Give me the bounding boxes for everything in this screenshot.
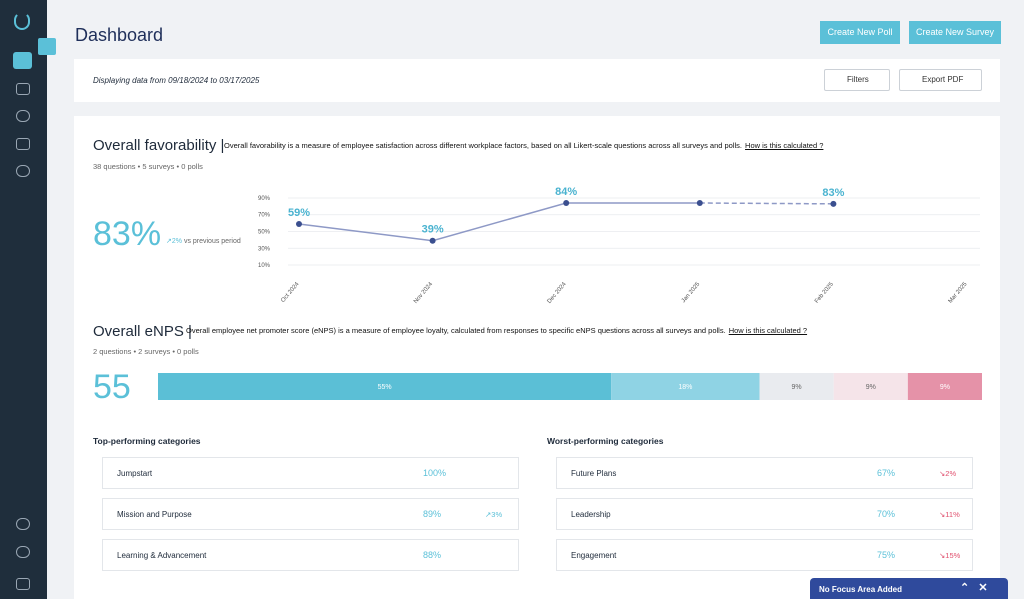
section-title: Overall eNPS | xyxy=(93,323,192,340)
x-tick-label: Jan 2025 xyxy=(681,281,702,304)
x-tick-label: Dec 2024 xyxy=(547,281,569,305)
meta: 38 questions • 5 surveys • 0 polls xyxy=(93,162,203,171)
help-link[interactable]: How is this calculated ? xyxy=(745,141,824,150)
x-tick-label: Mar 2025 xyxy=(948,281,969,305)
date-range: Displaying data from 09/18/2024 to 03/17… xyxy=(93,76,260,85)
nav-icon[interactable] xyxy=(16,165,30,177)
y-tick-label: 70% xyxy=(258,213,271,219)
category-change: ↘11% xyxy=(939,510,960,519)
page-title: Dashboard xyxy=(75,25,164,45)
nav-profile[interactable] xyxy=(16,518,30,530)
export-button[interactable]: Export PDF xyxy=(899,69,982,91)
category-name: Engagement xyxy=(571,551,617,560)
category-change: ↘15% xyxy=(939,551,961,560)
change: ↗2% vs previous period xyxy=(166,237,241,245)
logo xyxy=(14,12,30,30)
segment-label: 9% xyxy=(792,384,802,391)
category-row[interactable]: Leadership 70% ↘11% xyxy=(556,498,973,530)
filters-button[interactable]: Filters xyxy=(824,69,890,91)
main-card xyxy=(74,116,1000,599)
nav-icon[interactable] xyxy=(16,83,30,95)
x-tick-label: Oct 2024 xyxy=(280,281,301,304)
value-label: 59% xyxy=(288,207,310,219)
category-row[interactable]: Mission and Purpose 89% ↗3% xyxy=(102,498,519,530)
category-change: ↗3% xyxy=(485,510,503,519)
line xyxy=(298,202,700,242)
nav-logout[interactable] xyxy=(16,578,30,590)
value-label: 39% xyxy=(422,224,444,236)
bar-segment xyxy=(611,373,760,400)
category-row[interactable]: Engagement 75% ↘15% xyxy=(556,539,973,571)
line xyxy=(699,202,834,205)
category-name: Mission and Purpose xyxy=(117,510,192,519)
section-heading: Top-performing categories xyxy=(93,436,201,446)
bar-segment xyxy=(833,373,908,400)
bar-segment xyxy=(907,373,982,400)
category-name: Jumpstart xyxy=(117,469,153,478)
x-tick-label: Feb 2025 xyxy=(814,281,835,305)
score: 83% xyxy=(93,215,162,253)
create-poll-button[interactable]: Create New Poll xyxy=(820,21,900,44)
point xyxy=(696,200,703,207)
help-link[interactable]: How is this calculated ? xyxy=(728,326,808,335)
collapse-toggle[interactable] xyxy=(38,38,56,55)
category-value: 100% xyxy=(423,468,447,478)
category-name: Future Plans xyxy=(571,469,617,478)
nav-icon[interactable] xyxy=(16,110,30,122)
category-name: Learning & Advancement xyxy=(117,551,207,560)
nav-settings[interactable] xyxy=(16,546,30,558)
nav-icon[interactable] xyxy=(16,138,30,150)
create-survey-button[interactable]: Create New Survey xyxy=(909,21,1001,44)
score: 55 xyxy=(93,368,131,406)
category-change: ↘2% xyxy=(939,469,957,478)
meta: 2 questions • 2 surveys • 0 polls xyxy=(93,347,199,356)
section-heading: Worst-performing categories xyxy=(547,436,664,446)
point xyxy=(429,237,436,244)
nav-dashboard[interactable] xyxy=(13,52,32,69)
y-tick-label: 10% xyxy=(258,263,271,269)
toast-controls[interactable]: ⌃ ✕ xyxy=(960,582,988,594)
point xyxy=(830,200,837,207)
x-tick-label: Nov 2024 xyxy=(413,281,435,305)
filter-bar xyxy=(74,59,1000,102)
y-tick-label: 50% xyxy=(258,230,271,236)
value-label: 83% xyxy=(822,187,844,199)
y-tick-label: 30% xyxy=(258,246,271,252)
sidebar xyxy=(0,0,47,599)
category-value: 75% xyxy=(877,550,896,560)
focus-toast[interactable]: No Focus Area Added ⌃ ✕ xyxy=(810,578,1008,599)
segment-label: 18% xyxy=(678,384,692,391)
change-value: ↗2% xyxy=(166,238,182,245)
description-text: Overall employee net promoter score (eNP… xyxy=(186,326,726,335)
point xyxy=(296,220,302,227)
enps-bar: 55% 18% 9% 9% 9% xyxy=(158,373,982,400)
description: Overall favorability is a measure of emp… xyxy=(224,141,823,150)
category-row[interactable]: Jumpstart 100% xyxy=(102,457,519,489)
description-text: Overall favorability is a measure of emp… xyxy=(224,141,743,150)
segment-label: 9% xyxy=(940,384,950,391)
toast-text: No Focus Area Added xyxy=(819,585,902,594)
segment-label: 55% xyxy=(378,384,392,391)
change-note: vs previous period xyxy=(183,238,241,245)
category-value: 67% xyxy=(877,468,896,478)
category-row[interactable]: Future Plans 67% ↘2% xyxy=(556,457,973,489)
section-title: Overall favorability | xyxy=(93,137,225,154)
category-row[interactable]: Learning & Advancement 88% xyxy=(102,539,519,571)
point xyxy=(563,200,570,207)
category-value: 88% xyxy=(423,550,442,560)
y-tick-label: 90% xyxy=(258,196,271,202)
segment-label: 9% xyxy=(866,384,876,391)
bar-segment xyxy=(158,373,612,400)
description: Overall employee net promoter score (eNP… xyxy=(186,326,807,335)
value-label: 84% xyxy=(555,186,577,198)
bar-segment xyxy=(759,373,834,400)
category-name: Leadership xyxy=(571,510,611,519)
category-value: 70% xyxy=(877,509,896,519)
line-chart: 10% 30% 50% 70% 90% Oct 2024 Nov 2024 Dec 2024 J… xyxy=(258,186,980,305)
category-value: 89% xyxy=(423,509,442,519)
